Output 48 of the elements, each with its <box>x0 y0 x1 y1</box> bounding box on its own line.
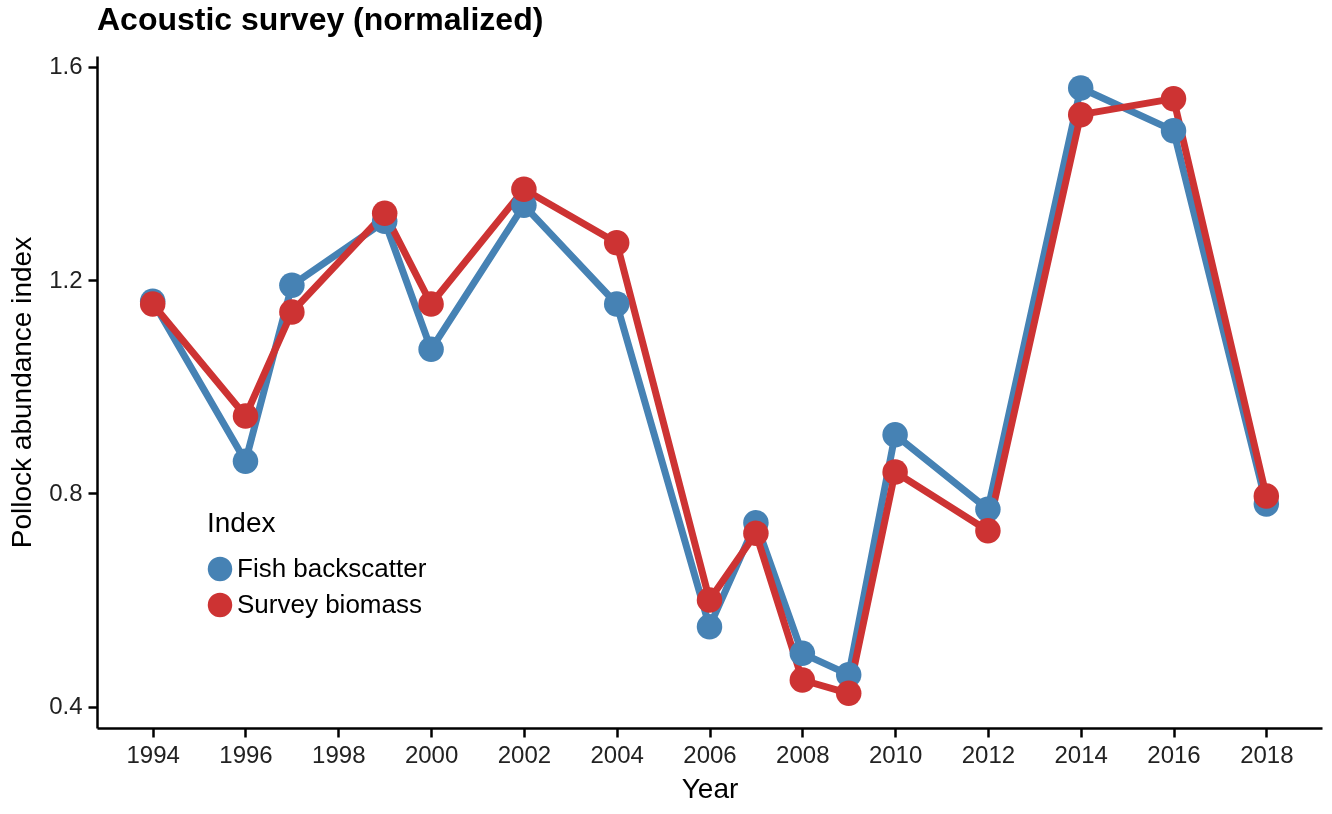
point <box>696 587 723 613</box>
point <box>1160 117 1187 144</box>
point <box>279 299 305 325</box>
x-tick-label: 2006 <box>683 740 737 768</box>
point <box>418 291 444 317</box>
point <box>1160 85 1187 112</box>
chart-title: Acoustic survey (normalized) <box>97 0 544 37</box>
point <box>418 336 444 363</box>
x-tick-label: 2004 <box>590 740 644 768</box>
point <box>232 403 259 429</box>
point <box>603 229 630 256</box>
point <box>789 640 816 667</box>
x-tick-label: 2010 <box>868 740 923 768</box>
x-tick-label: 1994 <box>126 740 180 768</box>
point <box>696 613 723 640</box>
point <box>603 291 630 317</box>
point <box>511 176 537 203</box>
point <box>1067 75 1094 101</box>
x-tick-label: 2000 <box>404 740 459 768</box>
x-tick-label: 2018 <box>1240 740 1294 768</box>
legend-label: Fish backscatter <box>237 553 427 583</box>
x-tick-label: 2002 <box>497 740 552 768</box>
x-tick-label: 1998 <box>312 740 366 768</box>
y-tick-label: 1.6 <box>49 52 83 80</box>
point <box>789 667 816 693</box>
point <box>1067 101 1094 128</box>
point <box>835 680 862 707</box>
legend-label: Survey biomass <box>237 589 422 619</box>
y-tick-label: 1.2 <box>49 265 83 293</box>
x-tick-label: 1996 <box>219 740 273 768</box>
y-tick-label: 0.8 <box>49 478 83 506</box>
point <box>975 517 1001 544</box>
x-axis-title: Year <box>681 772 739 804</box>
point <box>232 448 259 475</box>
point <box>279 272 305 299</box>
x-tick-label: 2008 <box>776 740 830 768</box>
point <box>882 459 908 485</box>
point <box>1253 483 1280 509</box>
y-tick-label: 0.4 <box>49 692 83 720</box>
y-axis-title: Pollock abundance index <box>6 236 38 549</box>
point <box>743 520 769 547</box>
x-tick-label: 2014 <box>1054 740 1108 768</box>
x-tick-label: 2016 <box>1147 740 1201 768</box>
point <box>371 200 398 227</box>
legend-title: Index <box>207 507 276 538</box>
point <box>975 496 1001 523</box>
x-tick-label: 2012 <box>961 740 1016 768</box>
point <box>882 421 908 448</box>
